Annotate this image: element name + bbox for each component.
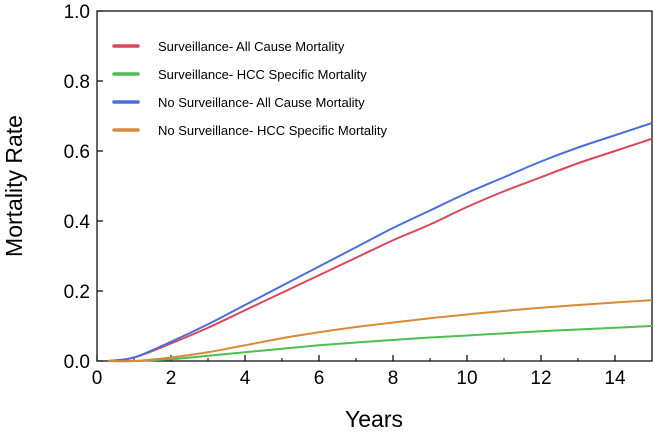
series-line-4 [108, 299, 653, 363]
plot-area-frame [96, 10, 653, 362]
x-tick-label: 4 [240, 368, 251, 389]
x-tick-label: 12 [530, 368, 551, 389]
y-axis: 0.0 0.2 0.4 0.6 0.8 1.0 [64, 2, 103, 373]
series-line-1 [107, 137, 653, 362]
y-tick-label: 0.4 [64, 212, 91, 233]
x-tick-label: 0 [92, 368, 103, 389]
series-line-2 [108, 325, 653, 363]
series-line-3 [107, 122, 653, 362]
x-axis-title: Years [345, 406, 403, 432]
y-tick-label: 0.2 [64, 282, 90, 303]
x-tick-label: 6 [314, 368, 325, 389]
legend-label-4: No Surveillance- HCC Specific Mortality [158, 123, 388, 138]
y-tick-label: 0.0 [64, 352, 90, 373]
legend-label-3: No Surveillance- All Cause Mortality [158, 95, 365, 110]
x-tick-label: 10 [456, 368, 477, 389]
legend-label-2: Surveillance- HCC Specific Mortality [158, 67, 367, 82]
x-axis: 0 2 4 6 8 10 12 14 [92, 355, 653, 389]
series-lines [107, 122, 653, 363]
y-tick-label: 0.6 [64, 142, 90, 163]
x-tick-label: 14 [604, 368, 626, 389]
y-tick-label: 1.0 [64, 2, 90, 23]
legend: Surveillance- All Cause Mortality Surveil… [112, 39, 388, 138]
x-tick-label: 2 [166, 368, 177, 389]
x-tick-label: 8 [388, 368, 399, 389]
legend-label-1: Surveillance- All Cause Mortality [158, 39, 345, 54]
y-axis-title: Mortality Rate [1, 115, 27, 257]
y-tick-label: 0.8 [64, 72, 90, 93]
